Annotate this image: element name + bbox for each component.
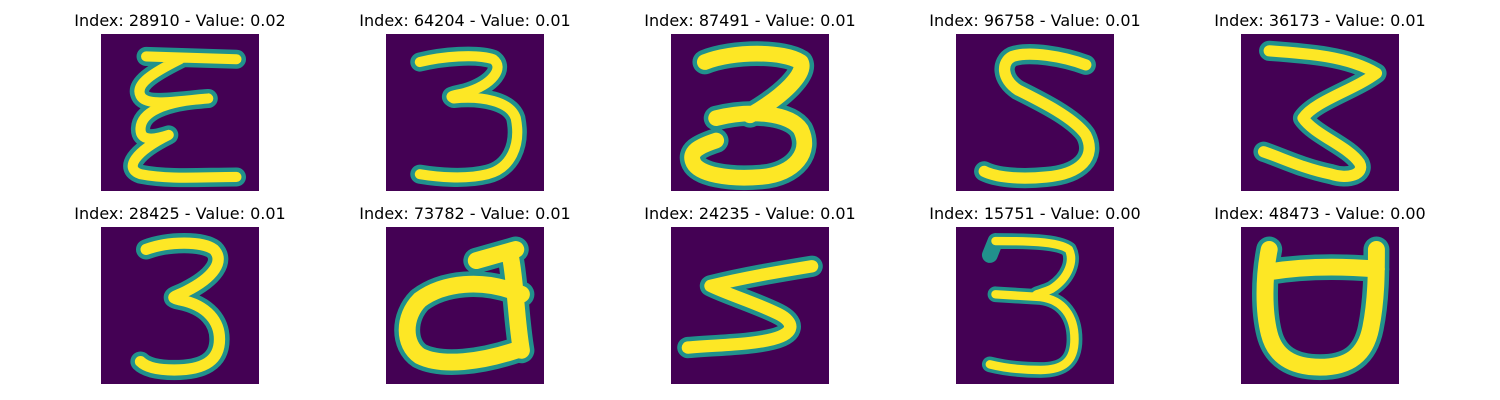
digit-glyph xyxy=(677,255,823,359)
digit-glyph xyxy=(981,233,1083,378)
digit-image xyxy=(101,227,259,384)
panel-title: Index: 15751 - Value: 0.00 xyxy=(929,204,1141,223)
digit-image xyxy=(956,227,1114,384)
digit-image xyxy=(386,34,544,191)
digit-image xyxy=(1241,227,1399,384)
panel-title: Index: 28910 - Value: 0.02 xyxy=(74,11,286,30)
digit-glyph xyxy=(130,233,230,381)
digit-image xyxy=(671,227,829,384)
panel-title: Index: 36173 - Value: 0.01 xyxy=(1214,11,1426,30)
panel-title: Index: 28425 - Value: 0.01 xyxy=(74,204,286,223)
digit-glyph xyxy=(123,46,247,188)
digit-glyph xyxy=(1253,40,1387,187)
digit-glyph xyxy=(974,44,1100,189)
panel-title: Index: 73782 - Value: 0.01 xyxy=(359,204,571,223)
digit-glyph xyxy=(410,46,527,187)
digit-image xyxy=(386,227,544,384)
panel-title: Index: 96758 - Value: 0.01 xyxy=(929,11,1141,30)
panel-title: Index: 48473 - Value: 0.00 xyxy=(1214,204,1426,223)
panel-title: Index: 24235 - Value: 0.01 xyxy=(644,204,856,223)
digit-glyph xyxy=(394,236,535,375)
panel-title: Index: 64204 - Value: 0.01 xyxy=(359,11,571,30)
panel-title: Index: 87491 - Value: 0.01 xyxy=(644,11,856,30)
digit-image xyxy=(101,34,259,191)
digit-glyph xyxy=(679,41,817,190)
digit-image xyxy=(956,34,1114,191)
digit-image xyxy=(1241,34,1399,191)
digit-image xyxy=(671,34,829,191)
digit-glyph xyxy=(1252,236,1390,381)
